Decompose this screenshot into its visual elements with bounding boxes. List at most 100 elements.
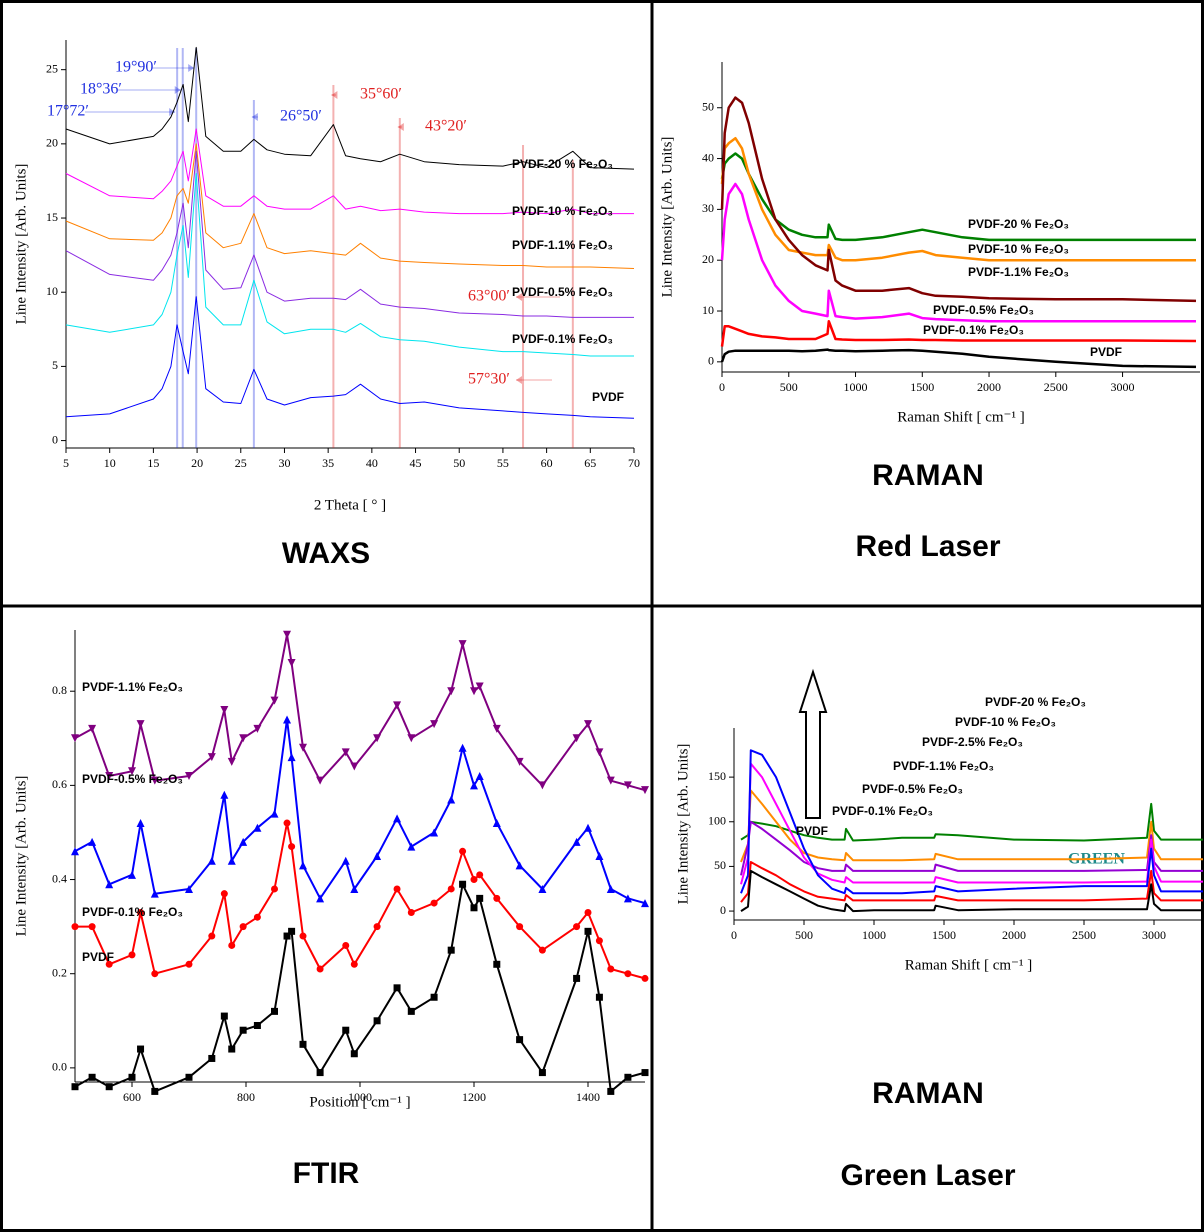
y-tick-label: 0.2 (52, 965, 67, 979)
marker (538, 946, 546, 954)
series-label: PVDF-10 % Fe₂O₃ (968, 242, 1069, 256)
marker (447, 885, 455, 893)
marker (515, 861, 524, 870)
marker (393, 984, 401, 992)
marker (88, 837, 97, 846)
annotation: 18°36′ (80, 81, 122, 98)
series-label: PVDF (796, 824, 828, 838)
marker (227, 856, 236, 865)
series-label: PVDF-0.5% Fe₂O₃ (512, 285, 613, 299)
marker (641, 899, 649, 908)
marker (316, 894, 325, 903)
x-tick-label: 50 (453, 456, 465, 470)
y-tick-label: 20 (702, 252, 714, 266)
marker (430, 828, 439, 837)
marker (350, 762, 359, 771)
x-tick-label: 25 (235, 456, 247, 470)
x-tick-label: 1500 (910, 380, 934, 394)
series-label: PVDF (1090, 345, 1122, 359)
marker (283, 715, 292, 724)
marker (136, 720, 145, 729)
marker (185, 884, 193, 893)
marker (253, 823, 262, 832)
y-tick-label: 5 (52, 358, 58, 372)
x-tick-label: 1200 (462, 1090, 486, 1104)
marker (253, 913, 261, 921)
y-tick-label: 50 (702, 99, 714, 113)
x-tick-label: 2500 (1044, 380, 1068, 394)
marker (299, 1040, 307, 1048)
x-tick-label: 10 (104, 456, 116, 470)
marker (128, 870, 136, 879)
marker (316, 776, 325, 785)
marker (88, 923, 96, 931)
x-tick-label: 70 (628, 456, 640, 470)
marker (239, 1026, 247, 1034)
series-label: PVDF-0.1% Fe₂O₃ (832, 804, 933, 818)
marker (128, 767, 136, 776)
series-line (65, 150, 634, 318)
x-tick-label: 60 (541, 456, 553, 470)
marker (350, 884, 359, 893)
marker (105, 771, 114, 780)
chart-title: RAMAN (872, 459, 984, 492)
marker (373, 734, 382, 743)
arrow-head (188, 64, 195, 72)
marker (185, 1073, 193, 1081)
marker (283, 932, 291, 940)
marker (71, 1083, 79, 1091)
arrow-head (516, 376, 522, 384)
series-label: PVDF (592, 390, 624, 404)
marker (151, 1087, 159, 1095)
marker (476, 871, 484, 879)
arrow-head (516, 293, 522, 301)
x-tick-label: 500 (780, 380, 798, 394)
marker (105, 960, 113, 968)
series-line (720, 348, 1197, 369)
series-line (65, 173, 634, 357)
marker (476, 894, 484, 902)
series-label: PVDF-1.1% Fe₂O₃ (893, 759, 994, 773)
marker (341, 748, 350, 757)
marker (283, 630, 292, 639)
marker (299, 743, 307, 752)
arrow-shape (798, 668, 828, 819)
x-axis-label: 2 Theta [ ° ] (314, 497, 386, 513)
y-tick-label: 0.8 (52, 683, 67, 697)
marker (606, 884, 615, 893)
marker (623, 781, 632, 790)
series-line (65, 143, 635, 269)
marker (430, 993, 438, 1001)
y-tick-label: 40 (702, 150, 714, 164)
marker (607, 965, 615, 973)
marker (458, 743, 467, 752)
marker (373, 852, 382, 860)
marker (641, 974, 649, 982)
annotation: 57°30′ (468, 371, 510, 388)
arrow-head (397, 123, 404, 131)
x-tick-label: 800 (237, 1090, 255, 1104)
marker (584, 720, 592, 729)
marker (516, 1036, 524, 1044)
x-tick-label: 0 (719, 380, 725, 394)
x-tick-label: 1500 (932, 928, 956, 942)
marker (447, 795, 456, 804)
x-tick-label: 1400 (576, 1090, 600, 1104)
series-label: PVDF-20 % Fe₂O₃ (512, 157, 613, 171)
x-tick-label: 55 (497, 456, 509, 470)
marker (407, 734, 416, 743)
series-label: PVDF-10 % Fe₂O₃ (512, 204, 613, 218)
chart-subtitle: Green Laser (840, 1159, 1015, 1192)
marker (208, 932, 216, 940)
marker (373, 923, 381, 931)
marker (137, 909, 145, 916)
marker (227, 757, 236, 766)
y-tick-label: 150 (708, 769, 726, 783)
y-tick-label: 0.4 (52, 871, 67, 885)
marker (641, 1069, 649, 1077)
marker (207, 753, 216, 762)
marker (207, 856, 216, 865)
series-label: PVDF-0.1% Fe₂O₃ (512, 332, 613, 346)
marker (271, 1007, 278, 1015)
